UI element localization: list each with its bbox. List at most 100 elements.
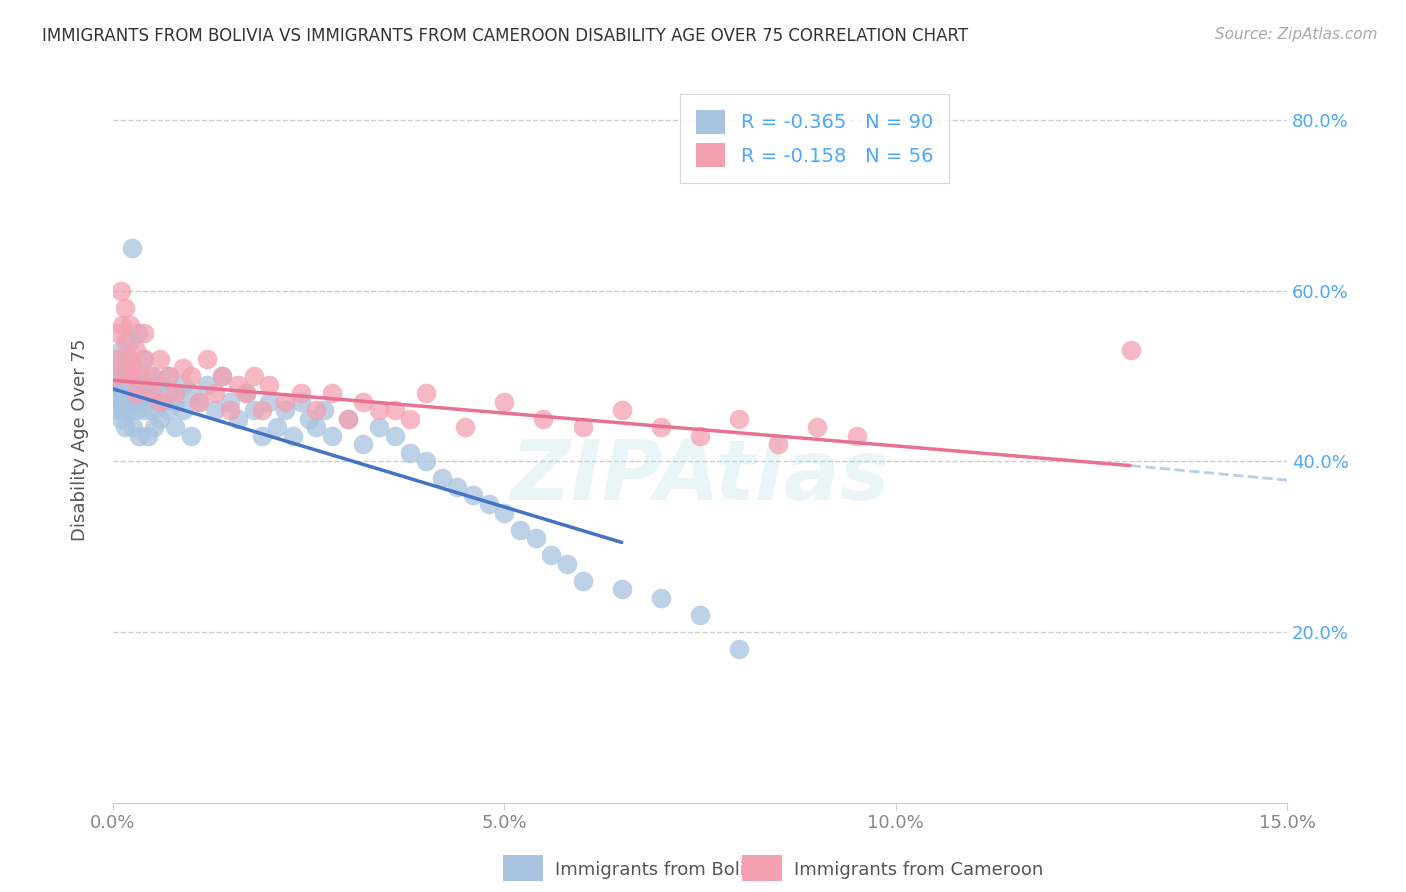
Point [165, 420, 187, 434]
Point [274, 394, 297, 409]
Point [125, 369, 148, 384]
Point [219, 403, 242, 417]
Point [352, 437, 374, 451]
Point [115, 334, 138, 349]
Point [454, 420, 477, 434]
Point [226, 377, 249, 392]
Point [110, 360, 132, 375]
Point [157, 369, 180, 384]
Point [110, 394, 132, 409]
Point [136, 429, 159, 443]
Point [156, 369, 179, 384]
Point [108, 351, 131, 366]
Point [117, 351, 139, 366]
Point [336, 411, 359, 425]
Point [305, 403, 328, 417]
Point [531, 411, 554, 425]
Point [352, 394, 374, 409]
Point [134, 403, 156, 417]
Point [195, 377, 218, 392]
Point [728, 411, 751, 425]
Point [142, 420, 165, 434]
Point [430, 471, 453, 485]
Point [129, 394, 152, 409]
Point [121, 394, 143, 409]
Point [125, 386, 148, 401]
Point [806, 420, 828, 434]
Point [150, 394, 173, 409]
Point [134, 377, 156, 392]
Y-axis label: Disability Age Over 75: Disability Age Over 75 [72, 339, 89, 541]
Point [156, 386, 179, 401]
Point [149, 394, 172, 409]
Point [110, 343, 132, 358]
Point [149, 377, 172, 392]
Point [242, 403, 264, 417]
Point [107, 326, 129, 341]
Point [149, 411, 172, 425]
Point [281, 429, 304, 443]
Point [204, 386, 226, 401]
Point [297, 411, 319, 425]
Point [172, 403, 194, 417]
Point [149, 351, 172, 366]
Point [290, 386, 312, 401]
Point [650, 591, 672, 605]
Point [204, 403, 226, 417]
Point [111, 318, 134, 332]
Point [125, 386, 148, 401]
Point [494, 394, 516, 409]
Point [384, 403, 406, 417]
Point [1119, 343, 1142, 358]
Legend: R = -0.365   N = 90, R = -0.158   N = 56: R = -0.365 N = 90, R = -0.158 N = 56 [681, 95, 949, 183]
Point [461, 488, 484, 502]
Point [195, 351, 218, 366]
Point [728, 642, 751, 657]
Text: IMMIGRANTS FROM BOLIVIA VS IMMIGRANTS FROM CAMEROON DISABILITY AGE OVER 75 CORRE: IMMIGRANTS FROM BOLIVIA VS IMMIGRANTS FR… [42, 27, 969, 45]
Point [540, 548, 562, 562]
Point [399, 411, 422, 425]
Text: Immigrants from Bolivia: Immigrants from Bolivia [555, 861, 772, 879]
Point [134, 351, 156, 366]
Point [110, 284, 132, 298]
Point [107, 403, 129, 417]
Point [117, 369, 139, 384]
Point [610, 403, 633, 417]
Point [115, 394, 138, 409]
Point [156, 403, 179, 417]
Point [111, 386, 134, 401]
Point [321, 386, 343, 401]
Text: ZIPAtlas: ZIPAtlas [510, 436, 890, 516]
Point [211, 369, 233, 384]
Point [290, 394, 312, 409]
Point [180, 369, 202, 384]
Point [399, 446, 422, 460]
Point [188, 394, 211, 409]
Point [180, 386, 202, 401]
Point [689, 607, 711, 622]
Point [610, 582, 633, 597]
Point [117, 403, 139, 417]
Point [571, 420, 593, 434]
Point [250, 403, 273, 417]
Point [112, 369, 135, 384]
Point [117, 369, 139, 384]
Point [121, 360, 143, 375]
Point [141, 403, 163, 417]
Point [446, 480, 468, 494]
Point [165, 394, 187, 409]
Point [107, 369, 129, 384]
Point [235, 386, 257, 401]
Point [384, 429, 406, 443]
Point [415, 454, 437, 468]
Point [250, 429, 273, 443]
Point [114, 301, 136, 315]
Point [768, 437, 790, 451]
Point [104, 394, 127, 409]
Point [336, 411, 359, 425]
Point [108, 377, 131, 392]
Point [571, 574, 593, 588]
Point [120, 386, 142, 401]
Point [509, 523, 531, 537]
Point [259, 377, 281, 392]
